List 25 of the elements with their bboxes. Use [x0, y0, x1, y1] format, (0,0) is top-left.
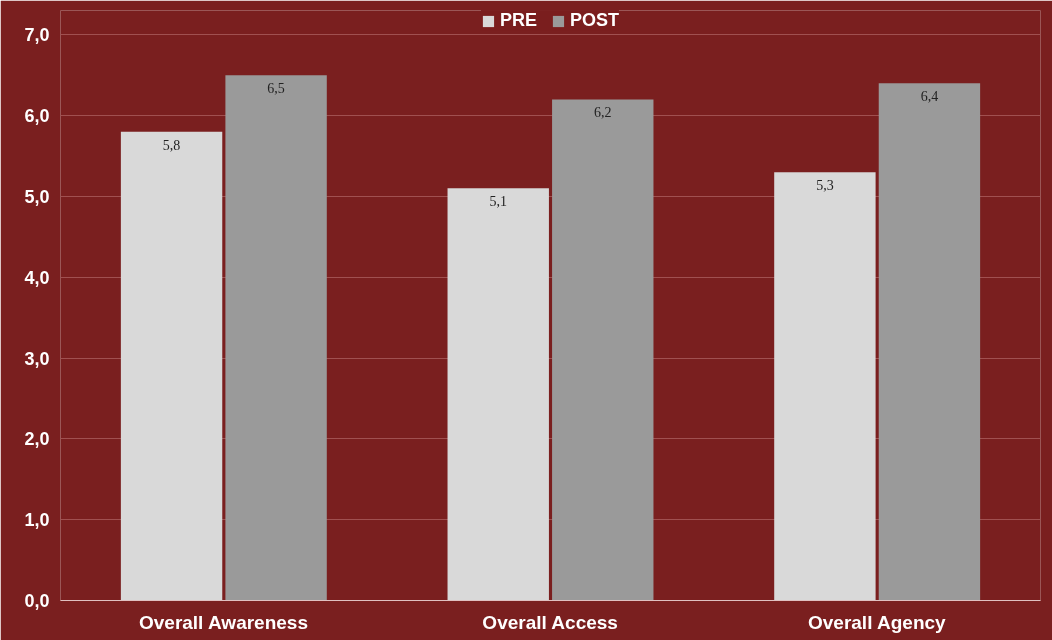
data-label: 5,3 [816, 178, 834, 194]
y-tick-label: 0,0 [24, 591, 50, 611]
bar [120, 131, 223, 601]
data-label: 6,4 [920, 89, 939, 105]
x-tick-label: Overall Access [482, 611, 618, 633]
y-tick-label: 2,0 [24, 429, 50, 450]
y-tick-label: 4,0 [24, 267, 50, 288]
y-tick-label: 7,0 [24, 25, 50, 46]
bar [878, 83, 981, 601]
y-tick-label: 5,0 [24, 186, 50, 207]
data-label: 6,2 [594, 105, 612, 121]
x-tick-label: Overall Awareness [138, 611, 308, 633]
data-label: 5,8 [162, 137, 181, 153]
bar [774, 172, 876, 601]
data-label: 5,1 [489, 194, 507, 210]
legend-label: POST [570, 10, 620, 31]
legend-label: PRE [499, 10, 537, 31]
bar [552, 99, 654, 601]
y-tick-label: 3,0 [24, 348, 50, 369]
bar [447, 188, 549, 601]
bar [225, 75, 327, 601]
y-tick-label: 1,0 [24, 510, 50, 531]
data-label: 6,5 [267, 81, 285, 97]
x-tick-label: Overall Agency [807, 611, 947, 633]
y-tick-label: 6,0 [24, 106, 50, 127]
